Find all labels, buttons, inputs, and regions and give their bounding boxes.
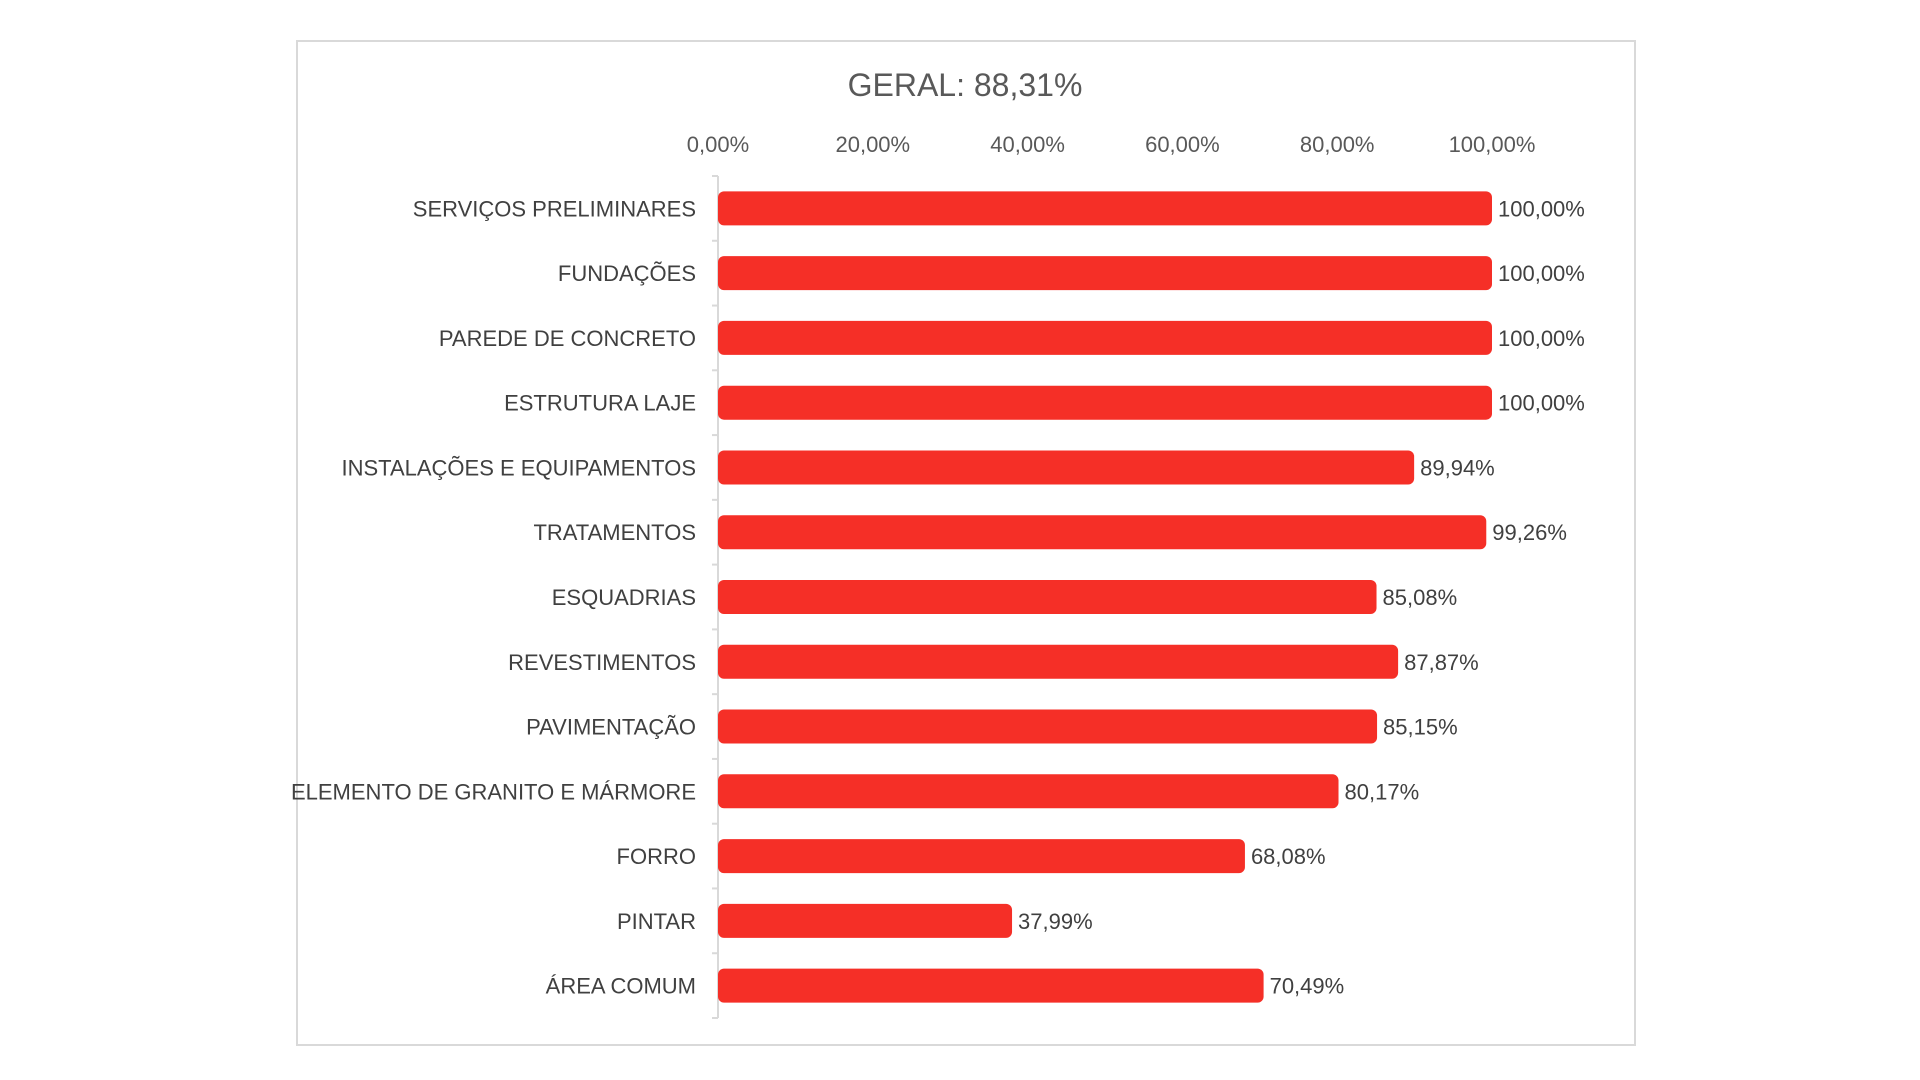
bar: [718, 644, 1399, 679]
bar: [718, 774, 1339, 809]
data-label: 68,08%: [1251, 844, 1326, 869]
bar: [718, 320, 1492, 355]
data-label: 70,49%: [1270, 974, 1345, 999]
bar: [718, 709, 1378, 744]
bar: [718, 903, 1013, 938]
y-axis-tick-marks: [712, 175, 718, 1019]
bar: [718, 385, 1492, 420]
x-tick-label: 40,00%: [990, 132, 1065, 157]
category-label: REVESTIMENTOS: [508, 650, 696, 675]
bar: [718, 191, 1492, 226]
bar: [718, 256, 1492, 291]
bars: [718, 191, 1492, 1003]
data-labels: 100,00% 100,00% 100,00% 100,00% 89,94% 99,26%…: [1018, 196, 1585, 998]
category-label: PAREDE DE CONCRETO: [439, 326, 696, 351]
category-label: ESQUADRIAS: [552, 585, 696, 610]
data-label: 99,26%: [1492, 520, 1567, 545]
data-label: 89,94%: [1420, 455, 1495, 480]
category-label: ESTRUTURA LAJE: [504, 391, 696, 416]
category-label: ÁREA COMUM: [546, 974, 696, 999]
data-label: 100,00%: [1498, 196, 1585, 221]
data-label: 85,08%: [1383, 585, 1458, 610]
x-tick-label: 80,00%: [1300, 132, 1375, 157]
x-axis-ticks: 0,00% 20,00% 40,00% 60,00% 80,00% 100,00%: [687, 132, 1536, 157]
bar: [718, 968, 1264, 1003]
category-label: FUNDAÇÕES: [558, 261, 696, 286]
chart-title: GERAL: 88,31%: [848, 67, 1083, 103]
category-label: SERVIÇOS PRELIMINARES: [413, 196, 696, 221]
bar: [718, 839, 1245, 874]
data-label: 85,15%: [1383, 715, 1458, 740]
data-label: 100,00%: [1498, 261, 1585, 286]
bar: [718, 515, 1487, 550]
category-label: PINTAR: [617, 909, 696, 934]
x-tick-label: 0,00%: [687, 132, 749, 157]
x-tick-label: 60,00%: [1145, 132, 1220, 157]
category-label: FORRO: [617, 844, 696, 869]
bar: [718, 450, 1415, 485]
data-label: 100,00%: [1498, 391, 1585, 416]
bar: [718, 580, 1377, 614]
category-labels: SERVIÇOS PRELIMINARES FUNDAÇÕES PAREDE DE …: [291, 196, 696, 998]
category-label: INSTALAÇÕES E EQUIPAMENTOS: [341, 455, 696, 480]
data-label: 80,17%: [1345, 779, 1420, 804]
data-label: 37,99%: [1018, 909, 1093, 934]
data-label: 87,87%: [1404, 650, 1479, 675]
data-label: 100,00%: [1498, 326, 1585, 351]
category-label: ELEMENTO DE GRANITO E MÁRMORE: [291, 779, 696, 804]
category-label: PAVIMENTAÇÃO: [526, 715, 696, 740]
x-tick-label: 20,00%: [835, 132, 910, 157]
category-label: TRATAMENTOS: [533, 520, 696, 545]
x-tick-label: 100,00%: [1449, 132, 1536, 157]
